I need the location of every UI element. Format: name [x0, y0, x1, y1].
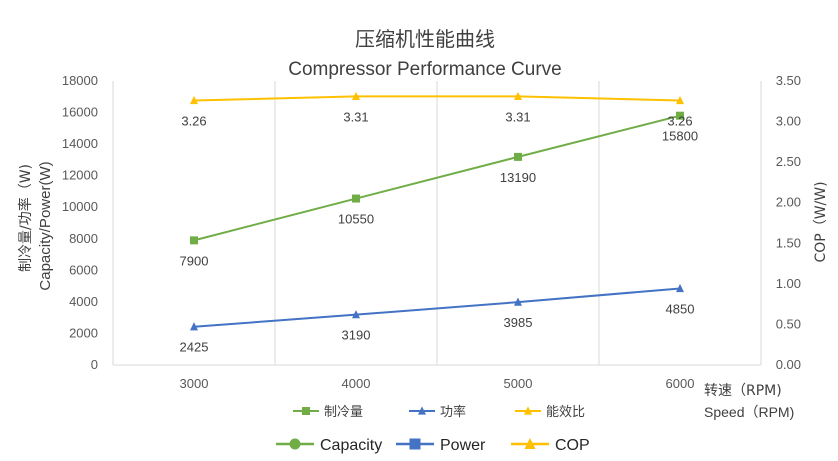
- y2-tick-label: 1.50: [776, 235, 801, 250]
- data-point: [676, 95, 684, 105]
- legend-label: 功率: [440, 404, 466, 420]
- data-label: 3.31: [343, 109, 368, 124]
- y-tick-label: 8000: [69, 231, 98, 246]
- legend-item: 能效比: [515, 405, 585, 420]
- data-point: [352, 91, 360, 101]
- x-tick-label: 6000: [666, 376, 695, 391]
- y2-tick-label: 2.50: [776, 154, 801, 169]
- legend-item: COP: [511, 437, 590, 454]
- y-tick-label: 2000: [69, 325, 98, 340]
- vertical-gridlines: [112, 81, 762, 365]
- y-tick-label: 6000: [69, 262, 98, 277]
- x-tick-label: 3000: [180, 376, 209, 391]
- legend-marker: [409, 438, 421, 450]
- x-axis-ticks: 3000 4000 5000 6000: [180, 376, 695, 391]
- y2-tick-label: 3.00: [776, 114, 801, 129]
- data-label: 15800: [662, 129, 698, 144]
- legend-label: 制冷量: [324, 405, 363, 420]
- series-line: [193, 287, 681, 328]
- data-point: [514, 297, 522, 306]
- x-tick-label: 4000: [342, 376, 371, 391]
- y-tick-label: 4000: [69, 294, 98, 309]
- legend-secondary: Capacity Power COP: [276, 437, 590, 454]
- legend-label: Capacity: [320, 437, 382, 454]
- right-axis-ticks: 0.00 0.50 1.00 1.50 2.00 2.50 3.00 3.50: [776, 73, 801, 372]
- series-0: 7900 10550 13190 15800: [180, 111, 698, 268]
- legend-marker: [418, 406, 426, 415]
- data-point: [352, 194, 360, 203]
- data-label: 7900: [180, 253, 209, 268]
- legend-item: Power: [396, 437, 486, 454]
- series-1: 2425 3190 3985 4850: [180, 283, 695, 355]
- data-label: 3190: [342, 328, 371, 343]
- legend-marker: [302, 407, 310, 415]
- data-label: 10550: [338, 212, 374, 227]
- y-tick-label: 14000: [62, 136, 98, 151]
- y2-tick-label: 0.50: [776, 316, 801, 331]
- y2-axis-title: COP（W/W): [813, 181, 829, 262]
- data-point: [676, 283, 684, 293]
- legend-item: 制冷量: [293, 405, 363, 420]
- y-tick-label: 0: [91, 357, 98, 372]
- series-2: 3.26 3.31 3.31 3.26: [181, 91, 693, 128]
- data-label: 2425: [180, 340, 209, 355]
- plot-area: [112, 81, 762, 366]
- series-line: [193, 95, 681, 102]
- chart-subtitle: Compressor Performance Curve: [288, 59, 561, 80]
- data-point: [190, 95, 198, 105]
- y2-tick-label: 0.00: [776, 357, 801, 372]
- data-point: [352, 310, 360, 319]
- y-axis-title: 制冷量/功率（W): [17, 164, 34, 272]
- y-axis-title-en: Capacity/Power(W): [37, 161, 54, 290]
- series-line: [193, 114, 681, 242]
- legend-primary: 制冷量 功率 能效比: [293, 404, 585, 420]
- y-tick-label: 18000: [62, 73, 98, 88]
- x-axis-title: 转速（RPM): [704, 383, 782, 399]
- data-label: 3.26: [667, 113, 692, 128]
- data-point: [514, 91, 522, 101]
- y2-tick-label: 1.00: [776, 276, 801, 291]
- y-tick-label: 10000: [62, 199, 98, 214]
- data-label: 3.26: [181, 113, 206, 128]
- data-point: [190, 236, 198, 245]
- legend-marker: [524, 406, 532, 415]
- data-label: 3.31: [505, 109, 530, 124]
- legend-label: Power: [440, 437, 486, 454]
- y2-tick-label: 3.50: [776, 73, 801, 88]
- legend-item: 功率: [409, 404, 466, 420]
- legend-marker: [524, 438, 536, 449]
- left-axis-ticks: 0 2000 4000 6000 8000 10000 12000 14000 16000 180…: [62, 73, 98, 372]
- x-axis-title-en: Speed（RPM): [704, 404, 794, 420]
- data-label: 13190: [500, 170, 536, 185]
- legend-label: 能效比: [546, 405, 585, 420]
- data-label: 4850: [666, 301, 695, 316]
- data-label: 3985: [504, 315, 533, 330]
- y2-tick-label: 2.00: [776, 195, 801, 210]
- legend-label: COP: [555, 437, 590, 454]
- legend-marker: [289, 438, 301, 450]
- data-point: [514, 152, 522, 161]
- x-tick-label: 5000: [504, 376, 533, 391]
- legend-item: Capacity: [276, 437, 382, 454]
- chart-title: 压缩机性能曲线: [355, 27, 495, 51]
- y-tick-label: 12000: [62, 168, 98, 183]
- data-point: [676, 111, 684, 120]
- data-point: [190, 322, 198, 331]
- y-tick-label: 16000: [62, 105, 98, 120]
